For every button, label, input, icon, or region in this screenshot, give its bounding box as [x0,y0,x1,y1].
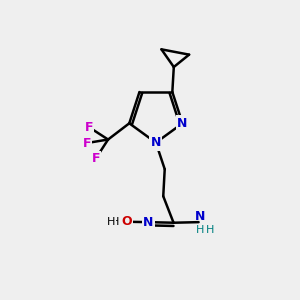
Text: H: H [107,217,115,227]
Text: N: N [143,216,154,229]
Text: F: F [82,136,91,149]
Text: N: N [177,117,188,130]
Text: N: N [195,210,205,223]
Text: F: F [92,152,100,165]
Text: H: H [196,225,204,236]
Text: F: F [85,121,93,134]
Text: N: N [151,136,161,149]
Text: H: H [206,225,214,236]
Text: O: O [122,215,132,228]
Text: H: H [111,217,119,227]
